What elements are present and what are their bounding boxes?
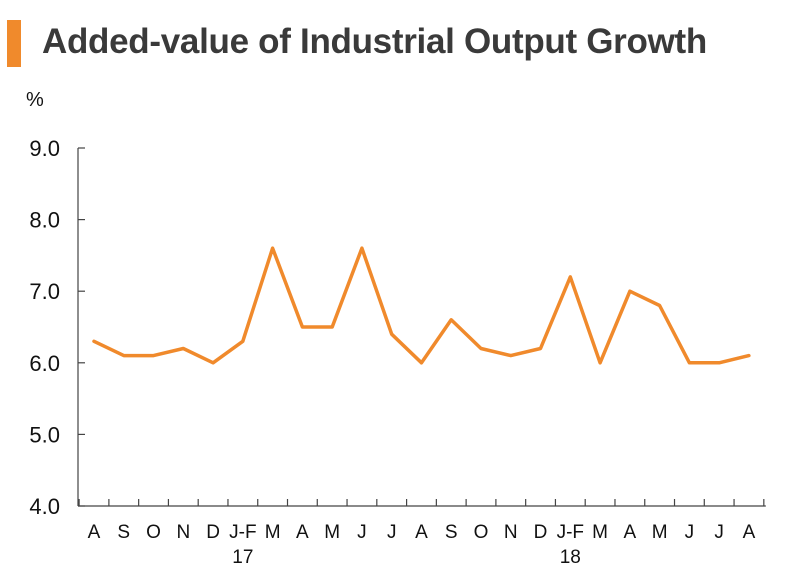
y-axis-unit-label: % bbox=[26, 89, 44, 111]
y-tick-label: 6.0 bbox=[29, 351, 60, 376]
x-category-label: S bbox=[445, 522, 458, 543]
series-line bbox=[92, 246, 751, 365]
x-category-label: A bbox=[296, 522, 309, 543]
x-year-label: 17 bbox=[232, 547, 253, 568]
y-tick-label: 4.0 bbox=[29, 494, 60, 519]
x-category-label: J bbox=[357, 522, 367, 543]
y-tick-label: 5.0 bbox=[29, 422, 60, 447]
x-category-label: J bbox=[714, 522, 724, 543]
x-year-label: 18 bbox=[560, 547, 581, 568]
x-category-label: A bbox=[415, 522, 428, 543]
x-category-label: O bbox=[146, 522, 161, 543]
x-category-label: N bbox=[504, 522, 518, 543]
x-category-label: J bbox=[685, 522, 695, 543]
y-tick-label: 8.0 bbox=[29, 208, 60, 233]
x-category-label: N bbox=[176, 522, 190, 543]
x-category-label: O bbox=[474, 522, 489, 543]
x-category-label: M bbox=[652, 522, 668, 543]
x-category-label: D bbox=[534, 522, 548, 543]
x-category-label: M bbox=[265, 522, 281, 543]
x-category-label: M bbox=[592, 522, 608, 543]
x-category-label: A bbox=[743, 522, 756, 543]
x-category-label: M bbox=[324, 522, 340, 543]
x-category-label: D bbox=[206, 522, 220, 543]
x-category-label: S bbox=[117, 522, 130, 543]
x-category-label: J-F bbox=[229, 522, 256, 543]
chart-title: Added-value of Industrial Output Growth bbox=[42, 22, 707, 61]
x-category-label: J bbox=[387, 522, 397, 543]
x-category-label: J-F bbox=[557, 522, 584, 543]
y-tick-label: 9.0 bbox=[29, 136, 60, 161]
y-tick-label: 7.0 bbox=[29, 279, 60, 304]
x-category-label: A bbox=[624, 522, 637, 543]
title-accent-bar bbox=[7, 20, 21, 67]
x-category-label: A bbox=[88, 522, 101, 543]
